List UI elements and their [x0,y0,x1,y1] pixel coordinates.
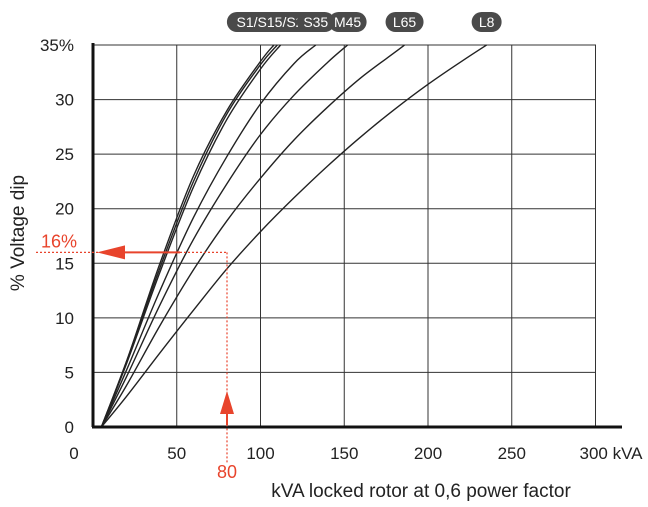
axes [91,43,622,429]
x-tick-label: 50 [167,444,186,463]
example-y-value-label: 16% [41,231,77,251]
grid [93,44,596,428]
y-axis-title: % Voltage dip [8,175,29,291]
series-label-text: M45 [334,14,361,30]
example-arrow-up-head [220,391,234,414]
example-arrow-left-head [97,245,125,260]
x-tick-label: 0 [69,444,78,463]
series-label-pill [296,12,335,32]
series-label-text: S1/S15/S25 [237,14,312,30]
tick-labels: 0 5 10 15 20 25 30 35% 0 50 100 150 200 250 300 kVA [40,36,643,463]
x-tick-label: 250 [498,444,526,463]
series-label-pill [471,12,502,32]
y-tick-label: 10 [55,309,74,328]
series-curve-7 [100,44,487,428]
series-label-text: L65 [393,14,417,30]
series-label-text: S35 [303,14,328,30]
series-label-pill [385,12,424,32]
x-tick-label: 200 [414,444,442,463]
x-axis-title: kVA locked rotor at 0,6 power factor [271,481,571,502]
y-tick-label: 35% [40,36,74,55]
x-tick-label: 300 kVA [580,444,644,463]
series-curve-5 [100,44,349,428]
example-annotation: 16% 80 [36,231,237,482]
series-label-5: M45 [328,12,367,32]
series-label-1: S1/S15/S25 [226,12,321,32]
series-label-pill [328,12,367,32]
x-tick-label: 150 [330,444,358,463]
series-curve-4 [100,44,317,428]
series-curve-6 [100,44,406,428]
y-tick-label: 0 [65,418,74,437]
series-label-pill [226,12,321,32]
series-label-6: L65 [385,12,424,32]
series-curve-2 [100,44,278,428]
series-label-text: L8 [479,14,495,30]
example-x-value-label: 80 [217,462,237,482]
series-curve-3 [100,44,282,428]
y-tick-label: 5 [65,363,74,382]
y-tick-label: 25 [55,145,74,164]
y-tick-label: 15 [55,254,74,273]
series-label-4: S35 [296,12,335,32]
series-curves [100,44,487,428]
x-tick-label: 100 [246,444,274,463]
y-tick-label: 20 [55,200,74,219]
y-tick-label: 30 [55,91,74,110]
series-label-7: L8 [471,12,502,32]
